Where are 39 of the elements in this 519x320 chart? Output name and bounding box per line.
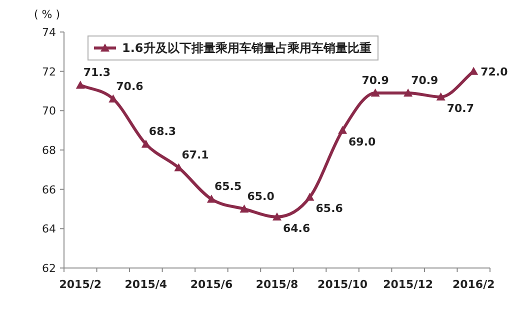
data-label: 65.0 — [247, 190, 275, 203]
data-label: 64.6 — [283, 222, 310, 235]
y-tick-label: 68 — [42, 144, 56, 157]
data-label: 67.1 — [182, 148, 209, 162]
data-label: 68.3 — [148, 125, 176, 138]
point — [338, 126, 348, 134]
point — [206, 194, 216, 203]
x-tick-label: 2015/2 — [59, 278, 102, 291]
data-label: 65.5 — [214, 180, 242, 194]
point — [370, 88, 380, 97]
x-tick-label: 2015/12 — [383, 278, 434, 291]
y-axis-title: ( % ) — [34, 8, 60, 21]
x-tick-label: 2015/6 — [190, 278, 233, 291]
y-tick-label: 74 — [42, 26, 56, 39]
point — [305, 192, 314, 201]
data-label: 65.6 — [316, 202, 344, 216]
x-tick-label: 2015/10 — [318, 278, 368, 291]
y-tick-label: 70 — [42, 104, 56, 118]
data-label: 72.0 — [480, 65, 508, 78]
x-tick-label: 2016/2 — [452, 278, 495, 291]
point — [272, 212, 282, 220]
y-tick-label: 62 — [42, 262, 56, 275]
x-tick-label: 2015/8 — [256, 278, 298, 291]
point — [76, 80, 85, 89]
y-tick-label: 72 — [42, 65, 56, 78]
point — [141, 140, 150, 148]
point — [404, 88, 413, 97]
data-label: 71.3 — [83, 66, 111, 80]
y-tick-label: 66 — [42, 183, 56, 196]
point — [436, 92, 446, 100]
point — [240, 204, 249, 213]
data-label: 70.6 — [116, 80, 144, 93]
data-label: 70.9 — [362, 74, 389, 87]
legend-label: 1.6升及以下排量乘用车销量占乘用车销量比重 — [122, 41, 372, 55]
data-label: 70.7 — [446, 102, 474, 115]
y-tick-label: 64 — [42, 222, 56, 236]
data-label: 69.0 — [348, 135, 376, 148]
data-label: 70.9 — [411, 74, 438, 87]
x-tick-label: 2015/4 — [124, 278, 168, 291]
